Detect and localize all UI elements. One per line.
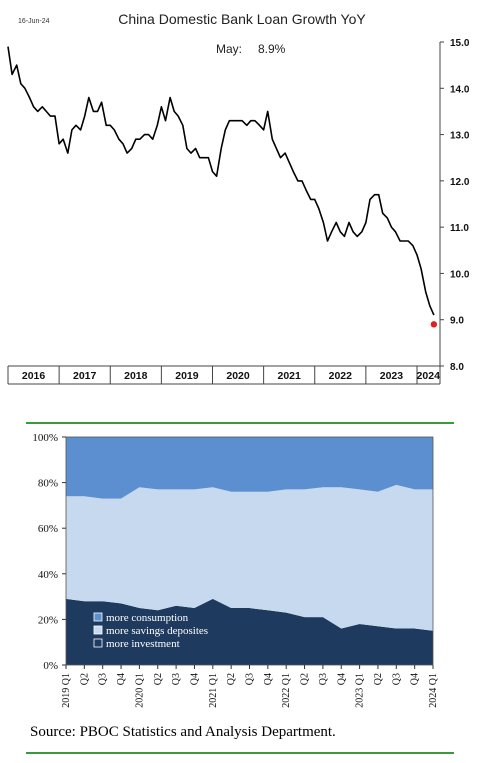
area-more-investment (66, 598, 433, 665)
legend-label: more consumption (106, 612, 189, 624)
legend-swatch (93, 638, 103, 648)
x-tick-label: 2020 Q1 (134, 673, 145, 708)
year-label: 2019 (175, 370, 199, 382)
y-axis: 15.0 14.0 13.0 12.0 11.0 10.0 9.0 8.0 (439, 38, 470, 373)
x-tick-label: Q4 (336, 673, 347, 685)
loan-usage-chart: 0% 20% 40% 60% 80% 100% 2019 Q1 Q2 Q3 Q4 2020 Q1 Q… (32, 432, 439, 708)
y-tick-label: 10.0 (450, 269, 470, 280)
x-tick-label: 2024 Q1 (428, 673, 439, 708)
year-label: 2023 (380, 370, 404, 382)
x-tick-label: Q4 (189, 673, 200, 685)
x-tick-label: Q3 (245, 673, 256, 685)
divider-top (26, 422, 454, 424)
x-tick-label: Q2 (79, 673, 90, 685)
divider-bottom (26, 752, 454, 754)
y-tick-label: 40% (38, 569, 58, 581)
chart-title: China Domestic Bank Loan Growth YoY (118, 11, 366, 27)
x-axis: 2019 Q1 Q2 Q3 Q4 2020 Q1 Q2 Q3 Q4 2021 Q1 Q2 Q3 Q4 2… (61, 665, 439, 708)
x-tick-label: 2022 Q1 (281, 673, 292, 708)
series-line (7, 46, 435, 316)
x-tick-label: 2019 Q1 (61, 673, 72, 708)
y-tick-label: 11.0 (450, 223, 469, 234)
legend-label: more savings deposites (106, 625, 208, 637)
loan-growth-chart: 16-Jun-24 China Domestic Bank Loan Growt… (7, 11, 470, 385)
y-tick-label: 8.0 (450, 362, 464, 373)
year-label: 2018 (124, 370, 148, 382)
x-tick-label: 2023 Q1 (355, 673, 366, 708)
y-tick-label: 14.0 (450, 84, 470, 95)
x-axis: 2016 2017 2018 2019 2020 2021 2022 2023 2024 (7, 365, 441, 385)
y-tick-label: 80% (38, 478, 58, 490)
area-more-consumption (66, 437, 433, 499)
x-tick-label: Q4 (116, 673, 127, 685)
stacked-areas (65, 436, 434, 666)
x-tick-label: Q2 (153, 673, 164, 685)
x-tick-label: Q4 (263, 673, 274, 685)
y-tick-label: 60% (38, 523, 58, 535)
endpoint-marker (430, 321, 438, 328)
x-tick-label: Q3 (318, 673, 329, 685)
y-tick-label: 15.0 (450, 38, 470, 49)
y-tick-label: 100% (32, 432, 58, 444)
annotation-value: 8.9% (258, 42, 286, 56)
y-tick-label: 9.0 (450, 316, 464, 327)
x-tick-label: Q4 (410, 673, 421, 685)
source-note: Source: PBOC Statistics and Analysis Dep… (30, 724, 336, 740)
x-tick-label: Q2 (300, 673, 311, 685)
legend-swatch (93, 612, 103, 622)
year-label: 2024 (417, 370, 441, 382)
y-tick-label: 12.0 (450, 177, 470, 188)
x-tick-label: Q3 (391, 673, 402, 685)
x-tick-label: Q3 (171, 673, 182, 685)
area-more-savings-deposites (66, 484, 433, 631)
y-tick-label: 20% (38, 614, 58, 626)
y-axis: 0% 20% 40% 60% 80% 100% (32, 432, 66, 672)
year-label: 2022 (329, 370, 353, 382)
year-label: 2016 (22, 370, 46, 382)
y-tick-label: 13.0 (450, 131, 470, 142)
annotation-label: May: (216, 42, 242, 56)
x-tick-label: Q2 (373, 673, 384, 685)
year-label: 2020 (226, 370, 250, 382)
x-tick-label: Q3 (98, 673, 109, 685)
x-tick-label: 2021 Q1 (208, 673, 219, 708)
legend-swatch (93, 625, 103, 635)
y-tick-label: 0% (43, 660, 58, 672)
year-label: 2021 (278, 370, 302, 382)
x-tick-label: Q2 (226, 673, 237, 685)
year-label: 2017 (73, 370, 97, 382)
legend-label: more investment (106, 638, 180, 650)
chart-date: 16-Jun-24 (18, 18, 50, 25)
